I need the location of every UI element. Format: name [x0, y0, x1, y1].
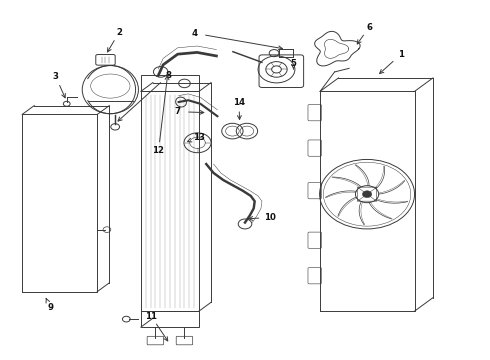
Text: 10: 10 — [264, 213, 276, 222]
Bar — [141, 76, 199, 91]
Text: 4: 4 — [191, 29, 197, 38]
Text: 7: 7 — [174, 107, 180, 116]
Text: 9: 9 — [47, 303, 53, 312]
Text: 14: 14 — [233, 98, 245, 107]
Bar — [141, 311, 199, 327]
Text: 2: 2 — [116, 28, 122, 37]
Text: 13: 13 — [193, 133, 204, 142]
Text: 3: 3 — [53, 72, 59, 81]
Text: 11: 11 — [145, 311, 157, 320]
Text: 6: 6 — [366, 23, 372, 32]
Text: 12: 12 — [152, 147, 165, 156]
Text: 5: 5 — [291, 59, 296, 68]
Circle shape — [363, 191, 372, 198]
Text: 8: 8 — [165, 71, 171, 80]
Text: 1: 1 — [398, 50, 404, 59]
